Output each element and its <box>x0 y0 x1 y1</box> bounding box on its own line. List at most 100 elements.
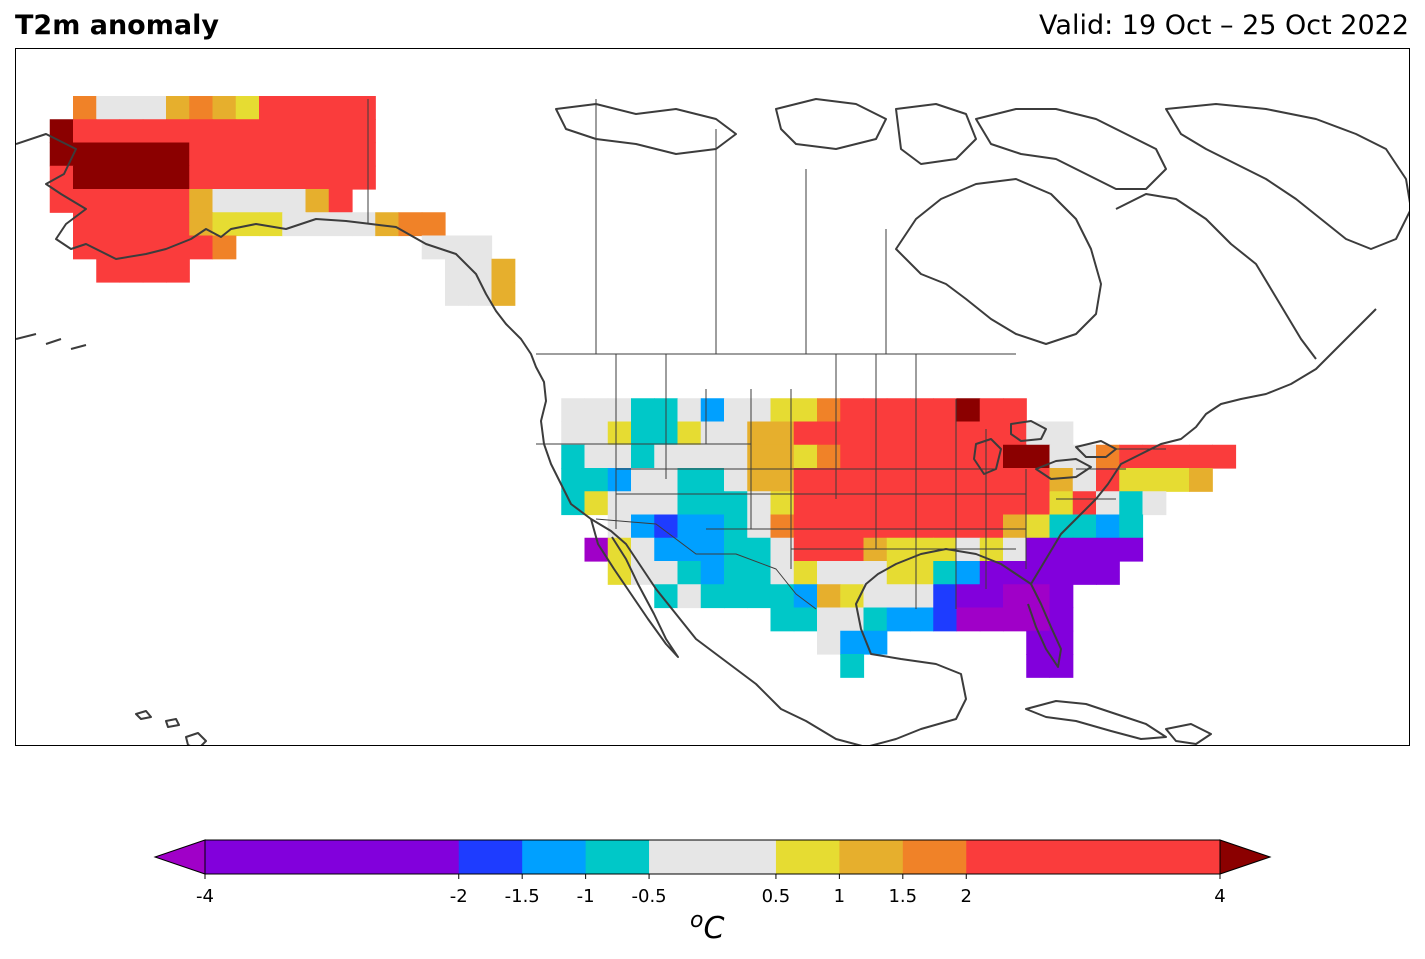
anomaly-cell <box>96 212 121 237</box>
anomaly-cell <box>1049 491 1074 516</box>
anomaly-cell <box>863 514 888 539</box>
anomaly-cell <box>73 142 97 167</box>
anomaly-cell <box>840 514 865 539</box>
anomaly-cell <box>1026 630 1051 655</box>
anomaly-cell <box>49 189 74 213</box>
anomaly-cell <box>166 119 190 144</box>
anomaly-cell <box>1003 607 1027 632</box>
anomaly-cell <box>607 514 632 539</box>
anomaly-cell <box>235 189 260 213</box>
anomaly-cell <box>979 514 1004 539</box>
colorbar-tick-label: 0.5 <box>762 886 791 907</box>
political-borders <box>367 99 1166 610</box>
anomaly-cell <box>654 537 679 562</box>
anomaly-cell <box>979 398 1004 423</box>
colorbar-segment <box>839 840 904 874</box>
border-segment <box>615 354 792 569</box>
anomaly-cell <box>793 561 818 585</box>
colorbar-segment <box>649 840 777 874</box>
anomaly-cell <box>282 119 307 144</box>
anomaly-cell <box>119 142 144 167</box>
colorbar-segment <box>522 840 587 874</box>
anomaly-cell <box>770 561 795 585</box>
anomaly-cell <box>235 119 260 144</box>
anomaly-cell <box>166 142 190 167</box>
anomaly-cell <box>631 444 655 469</box>
coastline-segment <box>855 548 1032 745</box>
anomaly-cell <box>700 468 725 492</box>
border-segment <box>595 518 817 610</box>
anomaly-cell <box>119 165 144 190</box>
anomaly-cell <box>1072 491 1097 516</box>
coastline-segment <box>555 103 737 155</box>
anomaly-cell <box>910 468 934 492</box>
anomaly-cell <box>1049 584 1074 609</box>
anomaly-cell <box>817 398 841 423</box>
anomaly-cell <box>212 235 237 260</box>
anomaly-cell <box>631 514 655 539</box>
anomaly-cell <box>96 96 121 120</box>
valid-date-range: Valid: 19 Oct – 25 Oct 2022 <box>1039 10 1409 41</box>
anomaly-cell <box>189 189 214 213</box>
anomaly-cell <box>305 165 330 190</box>
anomaly-cell <box>259 96 283 120</box>
anomaly-cell <box>352 96 376 120</box>
anomaly-cell <box>212 189 237 213</box>
colorbar-unit: oC <box>690 908 724 946</box>
anomaly-cell <box>96 119 121 144</box>
anomaly-cell <box>817 607 841 632</box>
anomaly-cell <box>561 421 586 446</box>
anomaly-cell <box>886 444 911 469</box>
anomaly-cell <box>1165 444 1190 469</box>
anomaly-cell <box>189 165 214 190</box>
anomaly-cell <box>910 584 934 609</box>
anomaly-cell <box>863 468 888 492</box>
anomaly-cell <box>1003 514 1027 539</box>
anomaly-cell <box>189 119 214 144</box>
anomaly-cell <box>1026 491 1051 516</box>
anomaly-cell <box>677 491 702 516</box>
anomaly-cell <box>607 421 632 446</box>
anomaly-cell <box>677 561 702 585</box>
anomaly-cell <box>817 537 841 562</box>
anomaly-cell <box>142 96 167 120</box>
anomaly-cell <box>352 142 376 167</box>
anomaly-cell <box>677 468 702 492</box>
anomaly-cell <box>724 491 748 516</box>
anomaly-cell <box>212 212 237 237</box>
anomaly-cell <box>817 514 841 539</box>
anomaly-cell <box>979 491 1004 516</box>
anomaly-cell <box>1072 561 1097 585</box>
anomaly-cell <box>607 444 632 469</box>
anomaly-cell <box>328 189 353 213</box>
anomaly-cell <box>305 212 330 237</box>
anomaly-cell <box>1003 491 1027 516</box>
anomaly-cell <box>1049 514 1074 539</box>
anomaly-cell <box>166 212 190 237</box>
coastline-segment <box>973 438 1002 475</box>
anomaly-cell <box>700 561 725 585</box>
anomaly-cell <box>933 491 958 516</box>
anomaly-cell <box>282 189 307 213</box>
anomaly-cell <box>282 96 307 120</box>
anomaly-cell <box>979 584 1004 609</box>
anomaly-cell <box>607 468 632 492</box>
anomaly-cell <box>561 468 586 492</box>
anomaly-cell <box>328 119 353 144</box>
anomaly-cell <box>700 537 725 562</box>
anomaly-cell <box>328 96 353 120</box>
coastlines <box>16 98 1409 745</box>
anomaly-cell <box>747 514 772 539</box>
anomaly-cell <box>863 561 888 585</box>
anomaly-cell <box>886 421 911 446</box>
anomaly-cell <box>886 537 911 562</box>
anomaly-cell <box>677 421 702 446</box>
anomaly-cell <box>631 491 655 516</box>
anomaly-cell <box>863 398 888 423</box>
anomaly-cell <box>793 398 818 423</box>
anomaly-cell <box>933 468 958 492</box>
anomaly-cell <box>142 165 167 190</box>
anomaly-cell <box>561 398 586 423</box>
anomaly-cell <box>96 189 121 213</box>
anomaly-cell <box>1096 537 1120 562</box>
